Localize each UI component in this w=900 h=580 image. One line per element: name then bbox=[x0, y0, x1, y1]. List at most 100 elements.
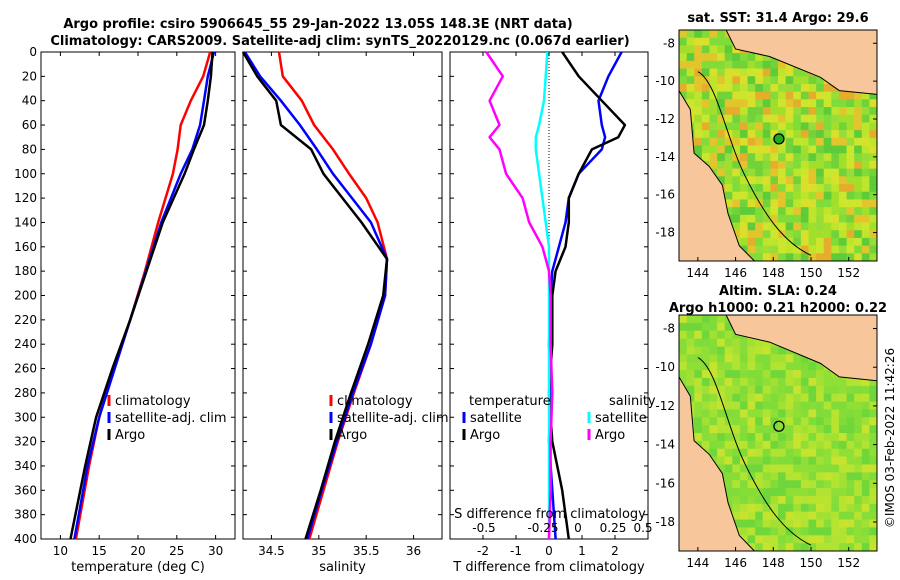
data-cell bbox=[869, 160, 877, 170]
data-cell bbox=[747, 114, 756, 123]
data-cell bbox=[770, 99, 779, 108]
data-cell bbox=[831, 153, 840, 162]
legend-title-temperature: temperature bbox=[469, 394, 551, 409]
data-cell bbox=[785, 122, 794, 131]
data-cell bbox=[747, 145, 756, 154]
data-cell bbox=[838, 472, 848, 481]
y-tick-label: -14 bbox=[655, 438, 675, 452]
data-cell bbox=[694, 122, 703, 131]
data-cell bbox=[778, 401, 787, 410]
data-cell bbox=[755, 393, 764, 403]
data-cell bbox=[793, 417, 802, 426]
data-cell bbox=[785, 237, 794, 247]
data-cell bbox=[823, 456, 832, 465]
data-cell bbox=[869, 237, 877, 247]
data-cell bbox=[793, 253, 802, 261]
data-cell bbox=[739, 184, 749, 193]
data-cell bbox=[831, 199, 840, 208]
data-cell bbox=[793, 448, 802, 458]
data-cell bbox=[701, 91, 710, 100]
data-cell bbox=[831, 440, 840, 450]
data-cell bbox=[694, 114, 703, 123]
data-cell bbox=[808, 503, 817, 513]
data-cell bbox=[724, 199, 733, 208]
map-field bbox=[679, 30, 877, 261]
data-cell bbox=[808, 99, 817, 108]
data-cell bbox=[831, 245, 840, 254]
data-cell bbox=[709, 377, 718, 387]
data-cell bbox=[831, 222, 840, 231]
data-cell bbox=[739, 60, 749, 69]
data-cell bbox=[846, 122, 855, 131]
data-cell bbox=[816, 160, 825, 170]
data-cell bbox=[686, 37, 695, 46]
data-cell bbox=[831, 107, 840, 116]
data-cell bbox=[739, 433, 749, 442]
data-cell bbox=[739, 114, 749, 123]
data-cell bbox=[732, 464, 741, 473]
data-cell bbox=[823, 472, 832, 481]
data-cell bbox=[793, 176, 802, 185]
y-tick-label: -16 bbox=[655, 188, 675, 202]
data-cell bbox=[755, 362, 764, 371]
y-tick-label: -10 bbox=[655, 74, 675, 88]
data-cell bbox=[800, 184, 809, 193]
data-cell bbox=[800, 440, 809, 450]
data-cell bbox=[778, 237, 787, 247]
data-cell bbox=[739, 76, 749, 85]
data-cell bbox=[724, 433, 733, 442]
data-cell bbox=[747, 346, 756, 355]
data-cell bbox=[762, 456, 771, 465]
data-cell bbox=[694, 338, 703, 347]
data-cell bbox=[770, 122, 779, 131]
data-cell bbox=[709, 160, 718, 170]
data-cell bbox=[701, 338, 710, 347]
data-cell bbox=[838, 393, 848, 403]
data-cell bbox=[770, 527, 779, 536]
data-cell bbox=[694, 68, 703, 77]
data-cell bbox=[739, 503, 749, 513]
data-cell bbox=[762, 222, 771, 231]
data-cell bbox=[701, 153, 710, 162]
data-cell bbox=[755, 130, 764, 139]
data-cell bbox=[694, 30, 703, 39]
data-cell bbox=[778, 472, 787, 481]
data-cell bbox=[770, 503, 779, 513]
data-cell bbox=[770, 362, 779, 371]
data-cell bbox=[800, 160, 809, 170]
data-cell bbox=[686, 76, 695, 85]
depth-contour bbox=[697, 71, 812, 256]
data-cell bbox=[838, 385, 848, 395]
data-cell bbox=[808, 230, 817, 239]
data-cell bbox=[762, 543, 771, 551]
data-cell bbox=[831, 377, 840, 387]
data-cell bbox=[793, 83, 802, 93]
data-cell bbox=[823, 222, 832, 231]
data-cell bbox=[785, 107, 794, 116]
data-cell bbox=[709, 130, 718, 139]
data-cell bbox=[732, 60, 741, 69]
data-cell bbox=[869, 122, 877, 131]
data-cell bbox=[808, 440, 817, 450]
data-cell bbox=[861, 535, 870, 544]
data-cell bbox=[869, 409, 877, 418]
x-tick-label: 0 bbox=[545, 544, 553, 558]
data-cell bbox=[869, 527, 877, 536]
data-cell bbox=[846, 480, 855, 489]
data-cell bbox=[854, 543, 863, 551]
data-cell bbox=[739, 160, 749, 170]
data-cell bbox=[724, 495, 733, 505]
data-cell bbox=[785, 184, 794, 193]
data-cell bbox=[739, 99, 749, 108]
data-cell bbox=[724, 168, 733, 177]
data-cell bbox=[732, 176, 741, 185]
data-cell bbox=[785, 168, 794, 177]
data-cell bbox=[709, 60, 718, 69]
data-cell bbox=[778, 184, 787, 193]
data-cell bbox=[762, 511, 771, 521]
data-cell bbox=[785, 191, 794, 200]
legend-label: Argo bbox=[470, 428, 500, 443]
data-cell bbox=[808, 122, 817, 131]
data-cell bbox=[831, 145, 840, 154]
data-cell bbox=[755, 409, 764, 418]
